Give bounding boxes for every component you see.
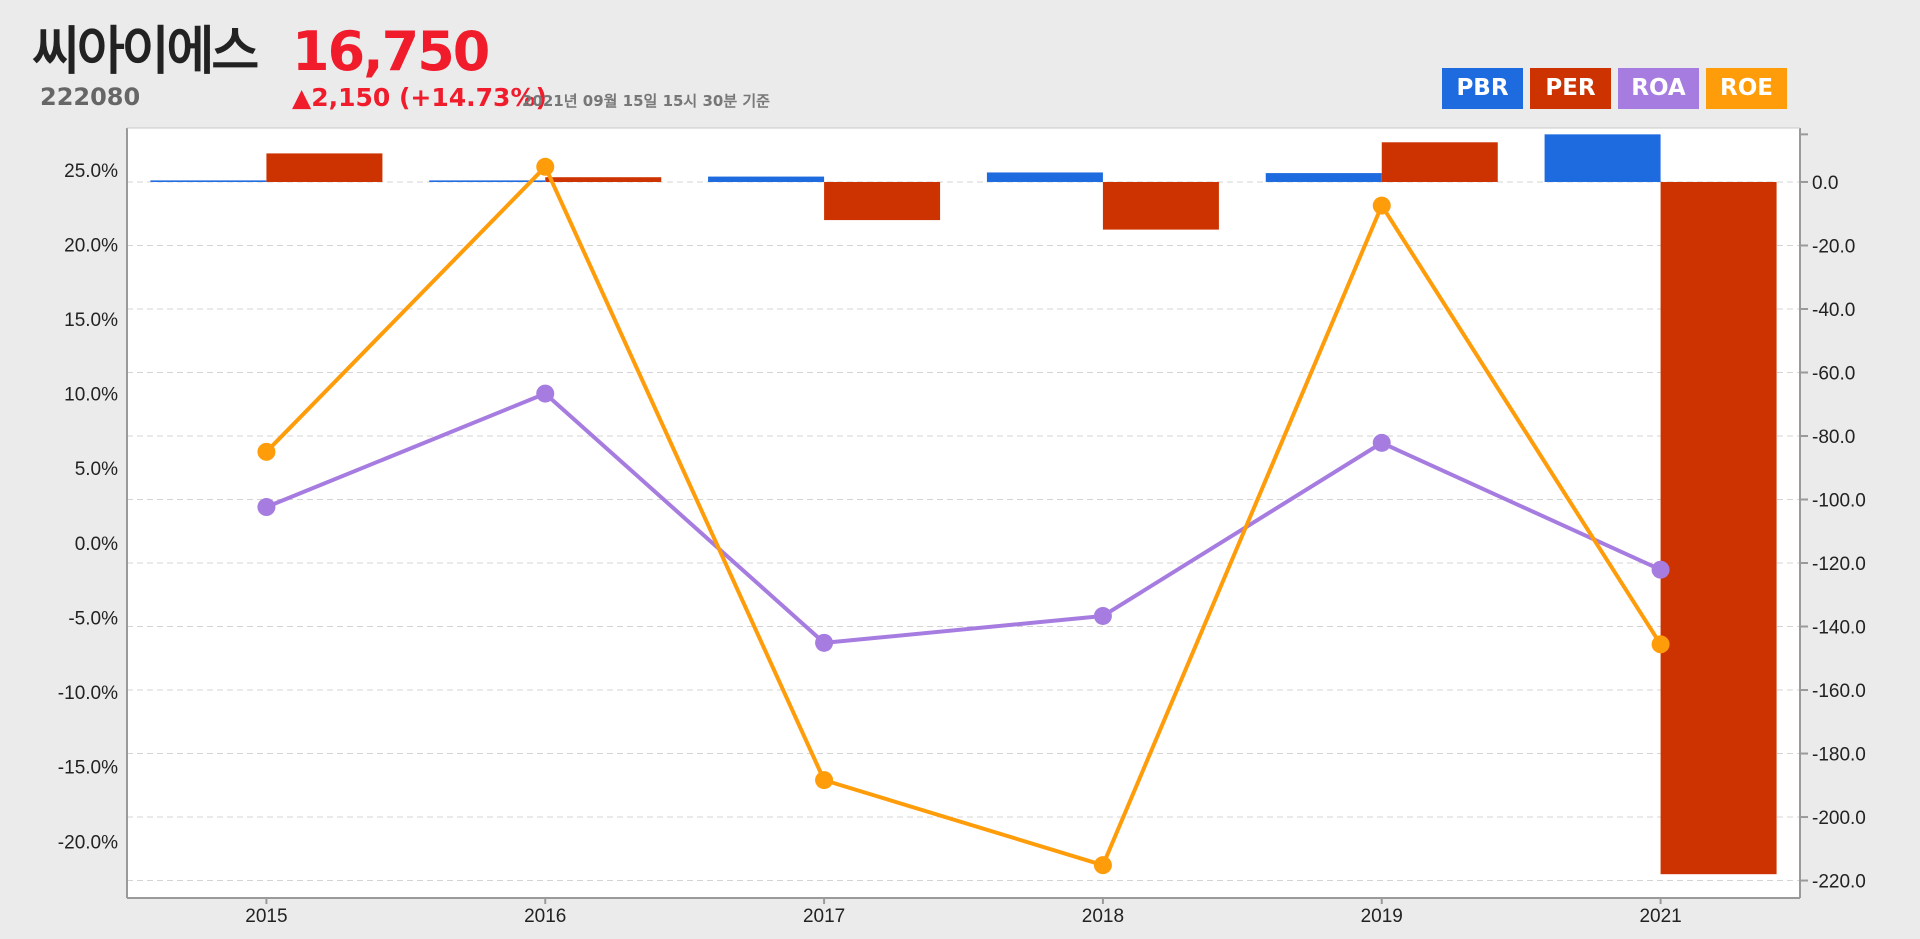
per-bar: [545, 177, 662, 182]
left-axis-tick-label: 20.0%: [64, 235, 118, 256]
stock-price: 16,750: [292, 20, 490, 83]
pbr-bar: [1544, 134, 1661, 182]
plot-area: [127, 128, 1800, 898]
x-axis-tick-label: 2019: [1361, 906, 1403, 927]
legend-per[interactable]: PER: [1530, 68, 1611, 109]
x-axis-tick-label: 2015: [245, 906, 287, 927]
right-axis-tick-label: -140.0: [1812, 618, 1866, 639]
legend-pbr[interactable]: PBR: [1442, 68, 1523, 109]
left-axis-tick-label: 5.0%: [75, 459, 118, 480]
right-axis-tick-label: -20.0: [1812, 236, 1855, 257]
right-axis-tick-label: 0.0: [1812, 173, 1838, 194]
right-axis-tick-label: -60.0: [1812, 363, 1855, 384]
roe-point: [1372, 196, 1391, 215]
pbr-bar: [708, 176, 825, 182]
per-bar: [1381, 142, 1498, 182]
x-axis-tick-label: 2017: [803, 906, 845, 927]
stock-code: 222080: [40, 83, 141, 111]
roe-point: [1651, 635, 1670, 654]
roa-point: [1372, 433, 1391, 452]
right-axis-tick-label: -200.0: [1812, 808, 1866, 829]
right-axis-tick-label: -80.0: [1812, 427, 1855, 448]
per-bar: [1660, 181, 1777, 875]
roa-point: [257, 498, 276, 517]
roa-line: [265, 391, 1662, 645]
stock-name: 씨아이에스: [32, 22, 259, 82]
right-axis-tick-label: -120.0: [1812, 554, 1866, 575]
left-axis-tick-label: 10.0%: [64, 385, 118, 406]
per-bar: [1102, 181, 1219, 230]
right-axis-tick-label: -160.0: [1812, 681, 1866, 702]
left-axis-tick-label: -5.0%: [68, 608, 118, 629]
chart-legend: PBR PER ROA ROE: [1442, 68, 1787, 109]
roe-point: [1093, 856, 1112, 875]
right-axis-tick-label: -100.0: [1812, 491, 1866, 512]
right-axis-tick-label: -220.0: [1812, 872, 1866, 893]
roa-point: [815, 633, 834, 652]
roa-point: [1651, 560, 1670, 579]
roa-point: [536, 384, 555, 403]
left-axis-tick-label: 15.0%: [64, 310, 118, 331]
right-axis-tick-label: -40.0: [1812, 300, 1855, 321]
pbr-bar: [150, 180, 267, 182]
pbr-bar: [1265, 173, 1382, 182]
pbr-bar: [986, 172, 1103, 182]
legend-roa[interactable]: ROA: [1618, 68, 1699, 109]
x-axis-tick-label: 2016: [524, 906, 566, 927]
legend-roe[interactable]: ROE: [1706, 68, 1787, 109]
pbr-bar: [429, 180, 546, 182]
left-axis-tick-label: -10.0%: [58, 683, 118, 704]
roe-point: [536, 157, 555, 176]
x-axis-tick-label: 2018: [1082, 906, 1124, 927]
roe-line: [264, 164, 1663, 868]
price-timestamp: 2021년 09월 15일 15시 30분 기준: [522, 92, 770, 110]
roa-point: [1093, 606, 1112, 625]
stock-change: ▲2,150 (+14.73%): [292, 83, 547, 112]
per-bar: [824, 181, 941, 221]
left-axis-tick-label: -15.0%: [58, 758, 118, 779]
left-axis-tick-label: -20.0%: [58, 832, 118, 853]
left-axis-tick-label: 0.0%: [75, 534, 118, 555]
roe-point: [257, 442, 276, 461]
right-axis-tick-label: -180.0: [1812, 745, 1866, 766]
x-axis-tick-label: 2021: [1639, 906, 1681, 927]
left-axis-tick-label: 25.0%: [64, 161, 118, 182]
per-bar: [266, 153, 383, 182]
roe-point: [815, 771, 834, 790]
